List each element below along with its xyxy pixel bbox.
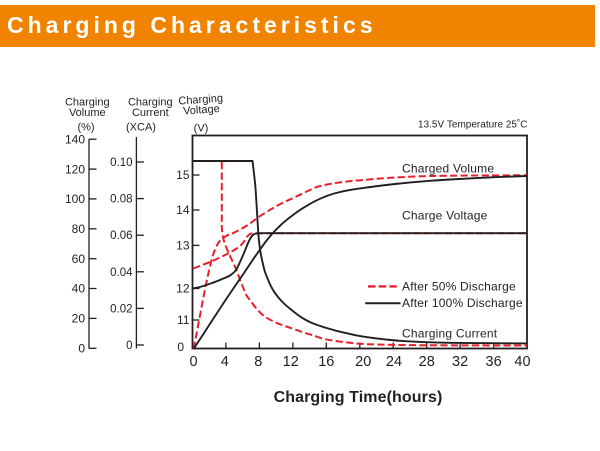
- svg-text:32: 32: [452, 354, 468, 370]
- svg-text:0.10: 0.10: [110, 157, 132, 169]
- svg-text:40: 40: [72, 282, 86, 296]
- svg-text:Volume: Volume: [69, 107, 106, 119]
- svg-text:4: 4: [221, 354, 229, 370]
- svg-text:14: 14: [176, 203, 190, 217]
- svg-text:0: 0: [78, 342, 85, 356]
- svg-text:0: 0: [177, 340, 184, 354]
- svg-text:20: 20: [355, 354, 371, 370]
- svg-text:Charging: Charging: [128, 96, 173, 108]
- svg-text:After 100% Discharge: After 100% Discharge: [402, 296, 523, 310]
- svg-text:0.04: 0.04: [110, 267, 133, 279]
- svg-text:16: 16: [318, 354, 334, 370]
- svg-text:12: 12: [283, 354, 299, 370]
- svg-text:Charging: Charging: [65, 96, 110, 108]
- svg-text:0.06: 0.06: [110, 230, 132, 242]
- svg-text:60: 60: [72, 252, 86, 266]
- svg-text:0.02: 0.02: [110, 303, 132, 315]
- svg-text:Charge Voltage: Charge Voltage: [402, 209, 488, 223]
- svg-text:15: 15: [176, 168, 190, 182]
- svg-text:20: 20: [72, 312, 86, 326]
- svg-text:8: 8: [254, 354, 262, 370]
- svg-text:28: 28: [419, 354, 435, 370]
- svg-text:120: 120: [65, 162, 85, 176]
- svg-text:Charged Volume: Charged Volume: [402, 162, 494, 176]
- svg-text:0.08: 0.08: [110, 194, 132, 206]
- svg-text:Current: Current: [132, 107, 169, 119]
- svg-text:(V): (V): [194, 122, 209, 134]
- svg-text:Charging Time(hours): Charging Time(hours): [274, 389, 443, 406]
- svg-text:12: 12: [176, 282, 190, 296]
- svg-text:(XCA): (XCA): [126, 121, 156, 133]
- svg-text:Temperature 25˚C: Temperature 25˚C: [447, 119, 528, 131]
- svg-text:13.5V: 13.5V: [418, 120, 444, 131]
- svg-text:0: 0: [126, 340, 132, 352]
- svg-text:80: 80: [72, 222, 86, 236]
- svg-text:Charging Characteristics: Charging Characteristics: [7, 12, 377, 38]
- svg-text:100: 100: [65, 192, 85, 206]
- svg-text:24: 24: [386, 354, 402, 370]
- svg-text:36: 36: [486, 354, 502, 370]
- svg-text:140: 140: [65, 132, 85, 146]
- svg-text:11: 11: [177, 313, 190, 327]
- svg-text:(%): (%): [77, 121, 94, 133]
- svg-text:After 50% Discharge: After 50% Discharge: [402, 279, 516, 293]
- svg-text:0: 0: [189, 354, 197, 370]
- svg-text:Charging Current: Charging Current: [402, 327, 498, 341]
- svg-text:40: 40: [514, 354, 530, 370]
- svg-text:Charging: Charging: [178, 92, 223, 107]
- svg-text:Voltage: Voltage: [183, 103, 220, 118]
- svg-text:13: 13: [176, 239, 190, 253]
